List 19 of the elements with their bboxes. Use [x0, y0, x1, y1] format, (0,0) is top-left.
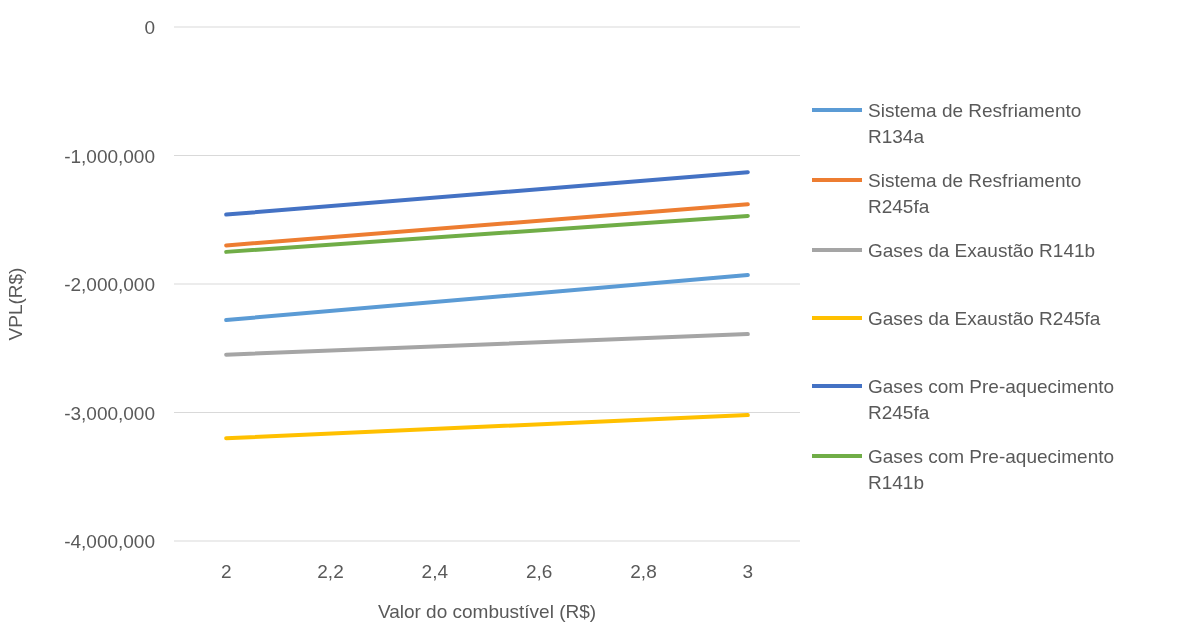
- y-tick-label: 0: [144, 17, 155, 38]
- x-tick-label: 2: [220, 561, 232, 582]
- x-tick-label: 2,2: [317, 561, 344, 582]
- legend-label: Gases da Exaustão R245fa: [868, 308, 1101, 329]
- y-tick-label: -2,000,000: [64, 274, 155, 295]
- x-tick-label: 2,8: [630, 561, 657, 582]
- legend-label: Sistema de Resfriamento R134a: [868, 100, 1082, 147]
- y-axis-title: VPL(R$): [5, 267, 26, 341]
- x-tick-label: 2,4: [421, 561, 449, 582]
- x-tick-label: 2,6: [525, 561, 553, 582]
- legend-label: Gases com Pre-aquecimento R141b: [868, 446, 1115, 493]
- y-tick-label: -3,000,000: [64, 402, 155, 424]
- legend-label: Gases com Pre-aquecimento R245fa: [868, 376, 1115, 423]
- y-tick-label: -1,000,000: [64, 145, 155, 167]
- x-axis-title: Valor do combustível (R$): [377, 601, 597, 622]
- y-tick-label: -4,000,000: [64, 531, 155, 552]
- legend-label: Gases da Exaustão R141b: [868, 240, 1096, 261]
- legend-label: Sistema de Resfriamento R245fa: [868, 170, 1082, 217]
- x-tick-label: 3: [742, 561, 754, 582]
